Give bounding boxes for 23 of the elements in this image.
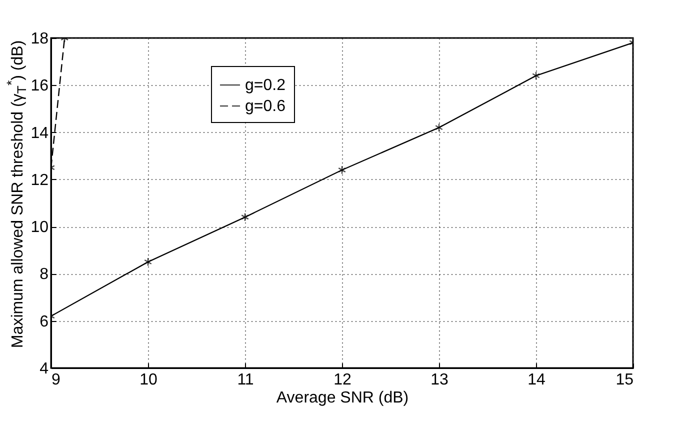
y-tick-label: 18 [30,30,49,48]
y-tick-label: 16 [30,78,49,95]
y-tick-label: 4 [40,360,49,378]
x-tick-label: 12 [334,372,352,388]
y-tick-label: 14 [30,124,49,142]
x-tick-label: 10 [140,372,158,388]
legend-label: g=0.6 [245,98,286,115]
point [338,166,346,174]
y-tick-label: 8 [40,266,49,284]
point [144,257,152,266]
point [435,123,443,132]
x-tick-label: 15 [616,372,634,388]
y-tick-label: 6 [40,313,49,330]
x-tick-label: 13 [430,372,448,388]
legend-label: g=0.2 [245,77,286,94]
y-tick-label: 10 [30,219,49,236]
point [532,71,540,80]
x-tick-label: 9 [52,372,60,388]
x-tick-label: 14 [528,372,546,388]
point [241,212,249,222]
y-tick-label: 12 [30,172,49,189]
x-axis-title: Average SNR (dB) [276,390,409,406]
x-tick-label: 11 [237,372,254,388]
